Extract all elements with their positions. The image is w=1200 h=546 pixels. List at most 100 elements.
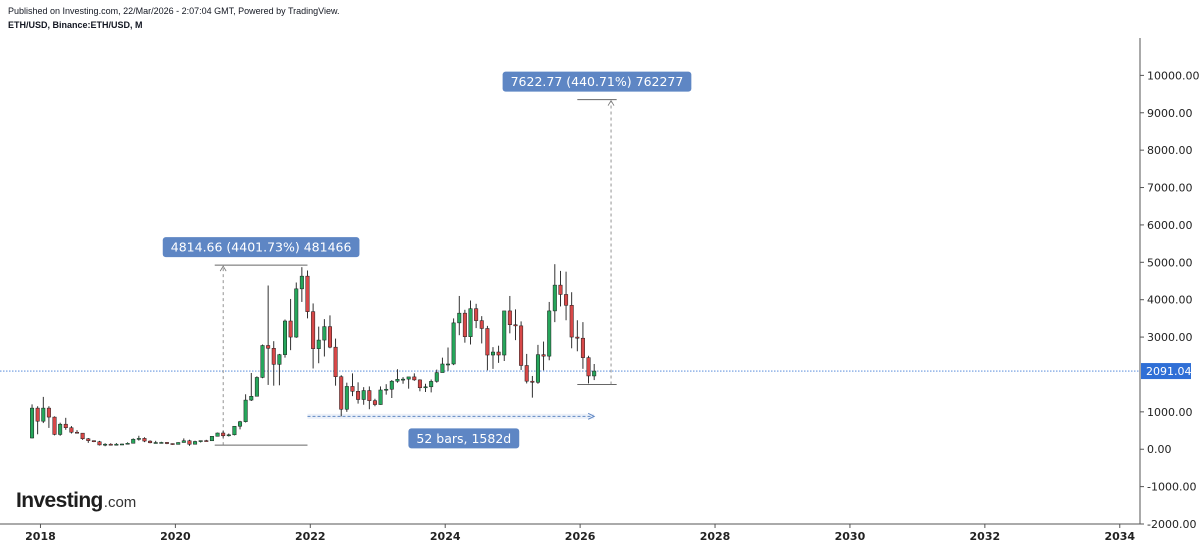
- candle[interactable]: [541, 341, 546, 371]
- candle[interactable]: [535, 344, 540, 384]
- candle[interactable]: [519, 321, 524, 370]
- candle[interactable]: [575, 320, 580, 352]
- candle[interactable]: [153, 440, 158, 444]
- candle[interactable]: [333, 338, 338, 386]
- candle[interactable]: [159, 441, 164, 444]
- candle[interactable]: [356, 382, 361, 404]
- candle[interactable]: [294, 282, 299, 338]
- candle[interactable]: [41, 396, 46, 424]
- candle[interactable]: [479, 316, 484, 344]
- candle[interactable]: [238, 420, 243, 430]
- candle[interactable]: [496, 345, 501, 363]
- candle[interactable]: [412, 373, 417, 381]
- candle[interactable]: [58, 422, 63, 436]
- candle[interactable]: [485, 325, 490, 371]
- candle[interactable]: [564, 271, 569, 321]
- candle[interactable]: [513, 309, 518, 341]
- candle[interactable]: [148, 440, 153, 444]
- candle[interactable]: [243, 394, 248, 423]
- candle[interactable]: [552, 264, 557, 323]
- candle[interactable]: [530, 375, 535, 398]
- candle[interactable]: [176, 442, 181, 445]
- candle[interactable]: [63, 417, 68, 430]
- candle[interactable]: [468, 300, 473, 345]
- candle[interactable]: [266, 285, 271, 385]
- candle[interactable]: [311, 303, 316, 369]
- candle[interactable]: [254, 376, 259, 397]
- candle[interactable]: [384, 384, 389, 395]
- candle[interactable]: [277, 353, 282, 386]
- candle[interactable]: [299, 267, 304, 302]
- candle[interactable]: [221, 430, 226, 438]
- candle[interactable]: [502, 310, 507, 362]
- candle[interactable]: [164, 441, 169, 445]
- candle[interactable]: [569, 292, 574, 349]
- candle[interactable]: [350, 373, 355, 397]
- candle[interactable]: [367, 386, 372, 410]
- candle[interactable]: [260, 344, 265, 379]
- candle[interactable]: [91, 440, 96, 443]
- candle[interactable]: [378, 386, 383, 405]
- candle[interactable]: [46, 406, 51, 428]
- candle[interactable]: [125, 442, 130, 445]
- candle[interactable]: [193, 440, 198, 445]
- candle[interactable]: [69, 426, 74, 434]
- candle[interactable]: [52, 416, 57, 436]
- candle[interactable]: [288, 298, 293, 351]
- candle[interactable]: [490, 347, 495, 369]
- candle[interactable]: [401, 377, 406, 384]
- candle[interactable]: [142, 437, 147, 443]
- candle[interactable]: [114, 443, 119, 446]
- candle[interactable]: [344, 382, 349, 412]
- candle[interactable]: [136, 435, 141, 441]
- candle[interactable]: [97, 440, 102, 446]
- candle[interactable]: [108, 443, 113, 446]
- candle[interactable]: [592, 363, 597, 381]
- candle[interactable]: [361, 387, 366, 405]
- candle[interactable]: [417, 379, 422, 392]
- candle[interactable]: [586, 355, 591, 384]
- candle[interactable]: [80, 432, 85, 440]
- candle[interactable]: [389, 380, 394, 399]
- candle[interactable]: [440, 357, 445, 373]
- candle[interactable]: [429, 379, 434, 393]
- candle[interactable]: [474, 303, 479, 329]
- candle[interactable]: [305, 270, 310, 319]
- candle[interactable]: [524, 353, 529, 384]
- candle[interactable]: [181, 438, 186, 443]
- candle[interactable]: [271, 341, 276, 386]
- candle[interactable]: [446, 347, 451, 371]
- candle[interactable]: [232, 425, 237, 436]
- candle[interactable]: [316, 326, 321, 364]
- candle[interactable]: [451, 318, 456, 366]
- candle[interactable]: [86, 438, 91, 443]
- candle[interactable]: [580, 322, 585, 369]
- candle[interactable]: [457, 295, 462, 336]
- candle[interactable]: [395, 369, 400, 383]
- candle[interactable]: [547, 301, 552, 361]
- candle[interactable]: [249, 372, 254, 402]
- candle[interactable]: [226, 433, 231, 437]
- candle[interactable]: [204, 439, 209, 442]
- candle[interactable]: [322, 319, 327, 357]
- candle[interactable]: [434, 369, 439, 383]
- candles-layer[interactable]: [30, 264, 597, 447]
- candle[interactable]: [283, 319, 287, 358]
- candle[interactable]: [462, 309, 467, 343]
- candle[interactable]: [423, 383, 428, 393]
- candle[interactable]: [339, 375, 344, 417]
- candle[interactable]: [558, 270, 563, 307]
- candle[interactable]: [119, 443, 124, 446]
- candle[interactable]: [187, 439, 192, 446]
- candle[interactable]: [215, 432, 220, 437]
- candle[interactable]: [209, 436, 214, 442]
- candle[interactable]: [35, 406, 40, 435]
- candle[interactable]: [406, 376, 411, 389]
- candle[interactable]: [372, 398, 377, 407]
- candle[interactable]: [30, 404, 35, 439]
- candle[interactable]: [131, 438, 136, 444]
- candle[interactable]: [327, 315, 332, 349]
- candle[interactable]: [170, 443, 175, 445]
- candle[interactable]: [75, 430, 80, 434]
